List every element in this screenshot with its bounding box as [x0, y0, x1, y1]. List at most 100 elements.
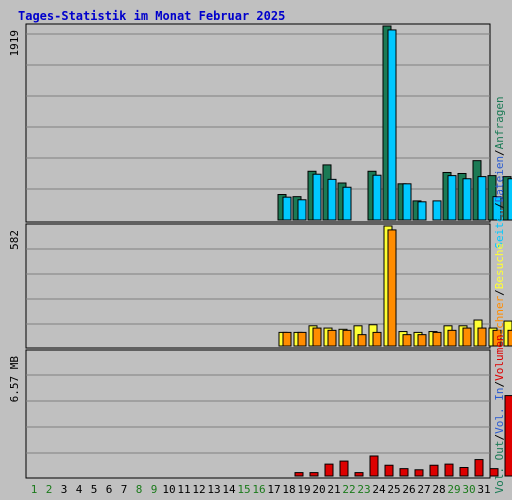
- bar-visits-rechner-day-10: [297, 331, 307, 347]
- bar-visits-rechner-day-15: [372, 331, 382, 347]
- bar-hits-seiten-day-11: [312, 173, 322, 221]
- day-label-16: 16: [252, 483, 265, 496]
- day-label-14: 14: [222, 483, 236, 496]
- legend-seiten: Seiten: [493, 209, 506, 249]
- legend-separator: /: [493, 381, 506, 388]
- bar-hits-seiten-day-15: [372, 174, 382, 221]
- bar-visits-rechner-day-23: [492, 329, 502, 347]
- legend-vol-in: Vol. In: [493, 388, 506, 434]
- bar-visits-rechner-day-16: [387, 229, 397, 347]
- bar-visits-rechner-day-19: [432, 331, 442, 347]
- bar-visits-rechner-day-24: [507, 329, 512, 347]
- bar-hits-seiten-day-20: [447, 175, 457, 221]
- bar-hits-seiten-day-19: [432, 200, 442, 221]
- bar-hits-seiten-day-16: [387, 29, 397, 221]
- bar-visits-rechner-day-21: [462, 327, 472, 347]
- day-label-10: 10: [162, 483, 175, 496]
- bar-volume-volumen-day-11: [309, 472, 319, 477]
- bar-visits-rechner-day-9: [282, 331, 292, 347]
- plot-area-visits: [25, 223, 491, 349]
- bar-volume-volumen-day-24: [504, 395, 512, 477]
- day-label-24: 24: [372, 483, 386, 496]
- day-label-21: 21: [327, 483, 340, 496]
- bar-visits-rechner-day-17: [402, 334, 412, 347]
- day-label-11: 11: [177, 483, 190, 496]
- day-label-7: 7: [121, 483, 128, 496]
- bar-volume-volumen-day-12: [324, 463, 334, 477]
- bar-hits-seiten-day-9: [282, 196, 292, 221]
- bar-hits-seiten-day-17: [402, 183, 412, 221]
- bar-visits-rechner-day-22: [477, 327, 487, 347]
- day-label-15: 15: [237, 483, 250, 496]
- day-label-1: 1: [31, 483, 38, 496]
- legend-volumen: Volumen: [493, 335, 506, 381]
- day-label-31: 31: [477, 483, 490, 496]
- bar-visits-rechner-day-12: [327, 329, 337, 347]
- bar-volume-volumen-day-10: [294, 472, 304, 477]
- day-label-3: 3: [61, 483, 68, 496]
- bar-hits-seiten-day-10: [297, 199, 307, 221]
- bar-volume-volumen-day-18: [414, 469, 424, 477]
- plot-area-volume: [25, 349, 491, 479]
- series-seiten: [282, 29, 512, 221]
- bar-visits-rechner-day-14: [357, 334, 367, 347]
- y-max-label-hits: 1919: [8, 30, 21, 57]
- bar-hits-seiten-day-13: [342, 186, 352, 221]
- bar-volume-volumen-day-17: [399, 468, 409, 477]
- day-label-4: 4: [76, 483, 83, 496]
- day-label-26: 26: [402, 483, 415, 496]
- day-label-27: 27: [417, 483, 430, 496]
- plot-area-hits: [25, 23, 491, 223]
- legend-dateien: Dateien: [493, 156, 506, 202]
- legend-separator: /: [493, 289, 506, 296]
- panel-hits: 1919: [8, 23, 512, 223]
- bar-visits-rechner-day-13: [342, 329, 352, 347]
- legend-separator: /: [493, 434, 506, 441]
- day-label-5: 5: [91, 483, 98, 496]
- panel-visits: 582: [8, 223, 512, 349]
- bar-hits-seiten-day-23: [492, 196, 502, 221]
- series-anfragen: [277, 25, 512, 221]
- day-label-20: 20: [312, 483, 325, 496]
- bar-volume-volumen-day-23: [489, 468, 499, 477]
- bar-volume-volumen-day-21: [459, 467, 469, 477]
- panel-volume: 6.57 MB: [8, 349, 512, 479]
- bar-volume-volumen-day-19: [429, 464, 439, 477]
- day-label-29: 29: [447, 483, 460, 496]
- day-label-23: 23: [357, 483, 370, 496]
- bar-volume-volumen-day-16: [384, 464, 394, 477]
- right-legend-hits: Seiten/Dateien/Anfragen: [493, 96, 506, 248]
- legend-vol-out: Vol. Out: [493, 440, 506, 493]
- bar-hits-seiten-day-24: [507, 178, 512, 221]
- right-legend-visits: Rechner/Besuche: [493, 243, 506, 342]
- bar-volume-volumen-day-15: [369, 455, 379, 477]
- bar-visits-rechner-day-18: [417, 334, 427, 347]
- bar-hits-seiten-day-12: [327, 178, 337, 221]
- day-label-6: 6: [106, 483, 113, 496]
- day-label-18: 18: [282, 483, 295, 496]
- day-label-30: 30: [462, 483, 475, 496]
- bar-volume-volumen-day-14: [354, 472, 364, 477]
- day-label-2: 2: [46, 483, 53, 496]
- series-volumen: [294, 395, 512, 477]
- bar-hits-seiten-day-22: [477, 176, 487, 221]
- legend-separator: /: [493, 149, 506, 156]
- day-label-13: 13: [207, 483, 220, 496]
- day-label-12: 12: [192, 483, 205, 496]
- y-max-label-volume: 6.57 MB: [8, 356, 21, 403]
- day-label-25: 25: [387, 483, 400, 496]
- y-max-label-visits: 582: [8, 230, 21, 250]
- day-label-19: 19: [297, 483, 310, 496]
- bar-volume-volumen-day-20: [444, 463, 454, 477]
- legend-rechner: Rechner: [493, 295, 506, 342]
- bar-hits-seiten-day-18: [417, 201, 427, 221]
- right-legend-volume: Vol. Out/Vol. In/Volumen: [493, 335, 506, 494]
- bar-visits-rechner-day-20: [447, 329, 457, 347]
- legend-besuche: Besuche: [493, 243, 506, 289]
- legend-anfragen: Anfragen: [493, 96, 506, 149]
- series-rechner: [282, 229, 512, 347]
- day-label-22: 22: [342, 483, 355, 496]
- day-label-8: 8: [136, 483, 143, 496]
